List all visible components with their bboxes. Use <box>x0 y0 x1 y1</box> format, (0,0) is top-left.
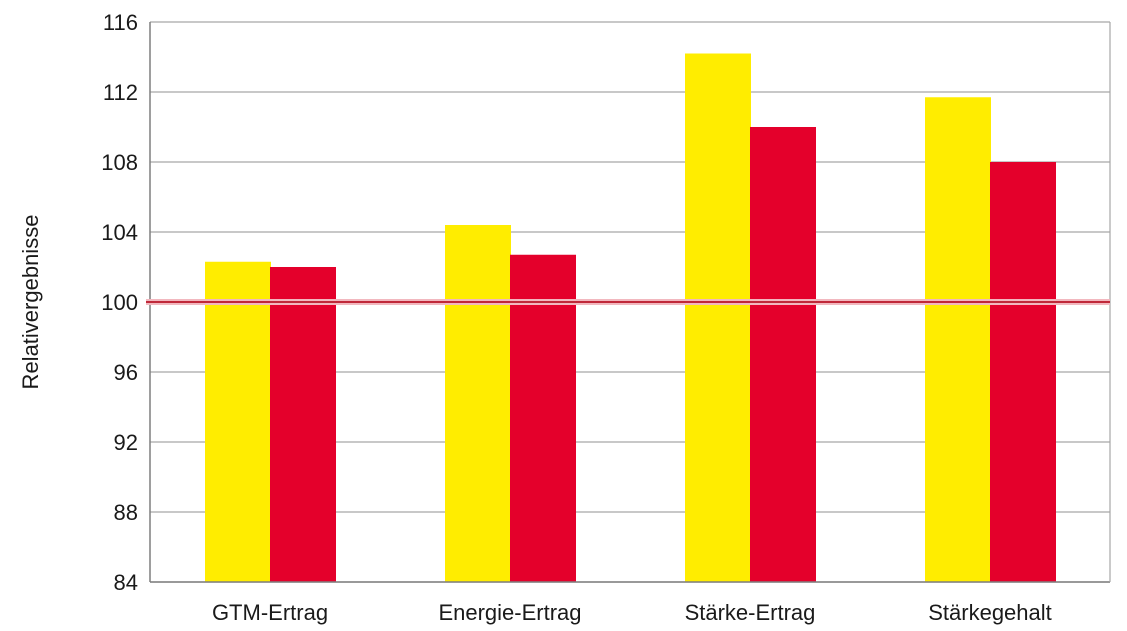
x-tick-label: Stärke-Ertrag <box>685 600 816 625</box>
bar <box>925 97 991 582</box>
bar <box>205 261 271 582</box>
y-tick-labels: 84 88 92 96 100 104 108 112 116 <box>101 10 138 595</box>
bar <box>510 254 576 582</box>
bar <box>270 267 336 582</box>
y-tick-label: 96 <box>114 360 138 385</box>
bar <box>445 225 511 582</box>
x-tick-label: Energie-Ertrag <box>438 600 581 625</box>
bar <box>750 127 816 582</box>
bars-group <box>205 53 1056 582</box>
x-tick-label: Stärkegehalt <box>928 600 1052 625</box>
bar <box>990 162 1056 582</box>
y-tick-label: 92 <box>114 430 138 455</box>
x-tick-labels: GTM-Ertrag Energie-Ertrag Stärke-Ertrag Stä… <box>212 600 1052 625</box>
reference-line-group <box>146 299 1110 305</box>
y-tick-label: 84 <box>114 570 138 595</box>
x-tick-label: GTM-Ertrag <box>212 600 328 625</box>
y-tick-label: 100 <box>101 290 138 315</box>
y-tick-label: 108 <box>101 150 138 175</box>
y-tick-label: 112 <box>103 80 138 105</box>
y-tick-label: 116 <box>103 10 138 35</box>
bar <box>685 53 751 582</box>
y-tick-label: 88 <box>114 500 138 525</box>
y-axis-title: Relativergebnisse <box>18 215 43 390</box>
y-tick-label: 104 <box>101 220 138 245</box>
